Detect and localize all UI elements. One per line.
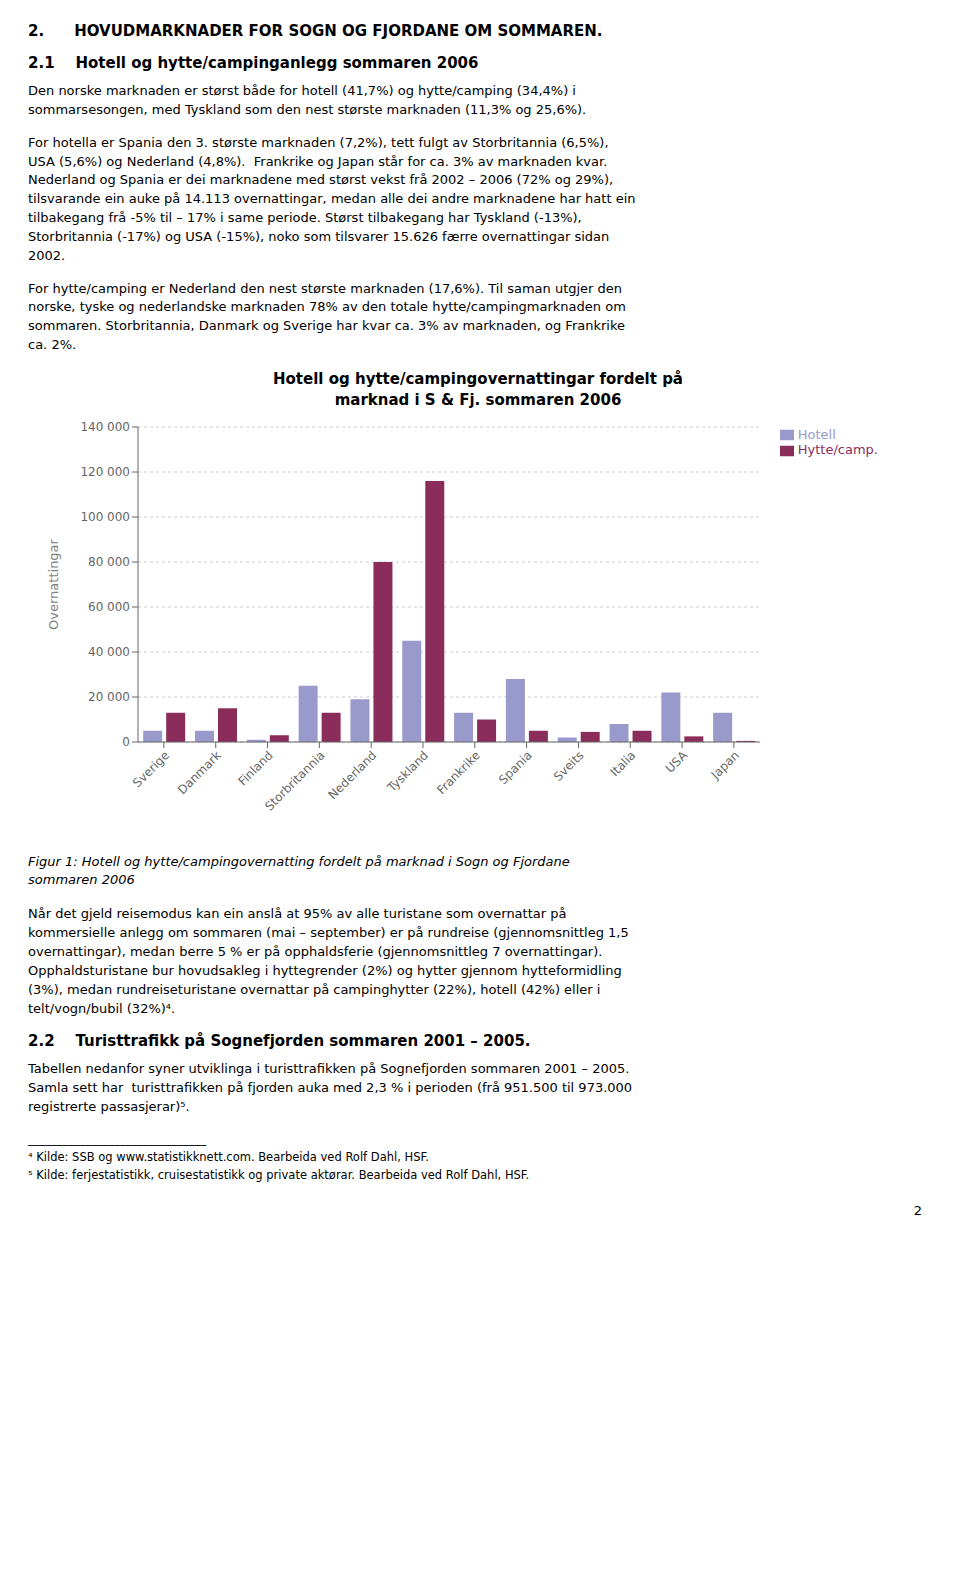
html-text:2.2 Turisttrafikk på Sognefjor: 2.2 Turisttrafikk på Sognefjorden sommar… — [28, 1032, 531, 1051]
html-text:2.1 Hotell og hytte/campinganl: 2.1 Hotell og hytte/campinganlegg sommar… — [28, 54, 479, 72]
html-text:⁵ Kilde: ferjestatistikk, crui: ⁵ Kilde: ferjestatistikk, cruisestatisti… — [28, 1168, 530, 1183]
svg-text:20 000: 20 000 — [88, 690, 130, 704]
svg-text:Spania: Spania — [496, 748, 535, 787]
html-text:2: 2 — [913, 1203, 922, 1219]
html-text:Hotell og hytte/campingovernat: Hotell og hytte/campingovernattingar for… — [273, 370, 683, 409]
html-text:For hotella er Spania den 3. s: For hotella er Spania den 3. største mar… — [28, 134, 636, 263]
html-text:For hytte/camping er Nederland: For hytte/camping er Nederland den nest … — [28, 280, 626, 353]
svg-text:USA: USA — [663, 748, 691, 776]
svg-text:0: 0 — [122, 735, 130, 749]
svg-text:Storbritannia: Storbritannia — [262, 748, 327, 813]
svg-text:Tyskland: Tyskland — [384, 748, 431, 795]
svg-text:Frankrike: Frankrike — [434, 748, 483, 797]
html-text:Når det gjeld reisemodus kan e: Når det gjeld reisemodus kan ein anslå a… — [28, 906, 629, 1016]
svg-text:Sverige: Sverige — [130, 748, 172, 790]
html-text:Hotell: Hotell — [797, 427, 836, 442]
svg-text:80 000: 80 000 — [88, 555, 130, 569]
svg-text:Italia: Italia — [608, 748, 639, 779]
html-text:Tabellen nedanfor syner utvikl: Tabellen nedanfor syner utviklinga i tur… — [28, 1061, 633, 1115]
html-text:⁴ Kilde: SSB og www.statistikk: ⁴ Kilde: SSB og www.statistikknett.com. … — [28, 1150, 429, 1164]
svg-text:Overnattingar: Overnattingar — [46, 538, 61, 630]
svg-text:100 000: 100 000 — [80, 510, 130, 524]
html-text:2. HOVUDMARKNADER FOR SOGN OG: 2. HOVUDMARKNADER FOR SOGN OG FJORDANE O… — [28, 22, 603, 40]
svg-text:Sveits: Sveits — [551, 748, 587, 784]
svg-text:Nederland: Nederland — [325, 748, 379, 802]
html-text:Figur 1: Hotell og hytte/campi: Figur 1: Hotell og hytte/campingovernatt… — [28, 854, 570, 888]
svg-text:Danmark: Danmark — [175, 748, 224, 797]
svg-text:Japan: Japan — [708, 748, 742, 782]
svg-text:120 000: 120 000 — [80, 465, 130, 479]
html-text:Hytte/camp.: Hytte/camp. — [797, 442, 878, 458]
svg-text:Finland: Finland — [235, 748, 275, 788]
html-text:Den norske marknaden er størst: Den norske marknaden er størst både for … — [28, 83, 587, 117]
svg-text:40 000: 40 000 — [88, 645, 130, 659]
svg-text:60 000: 60 000 — [88, 600, 130, 614]
svg-text:140 000: 140 000 — [80, 420, 130, 434]
